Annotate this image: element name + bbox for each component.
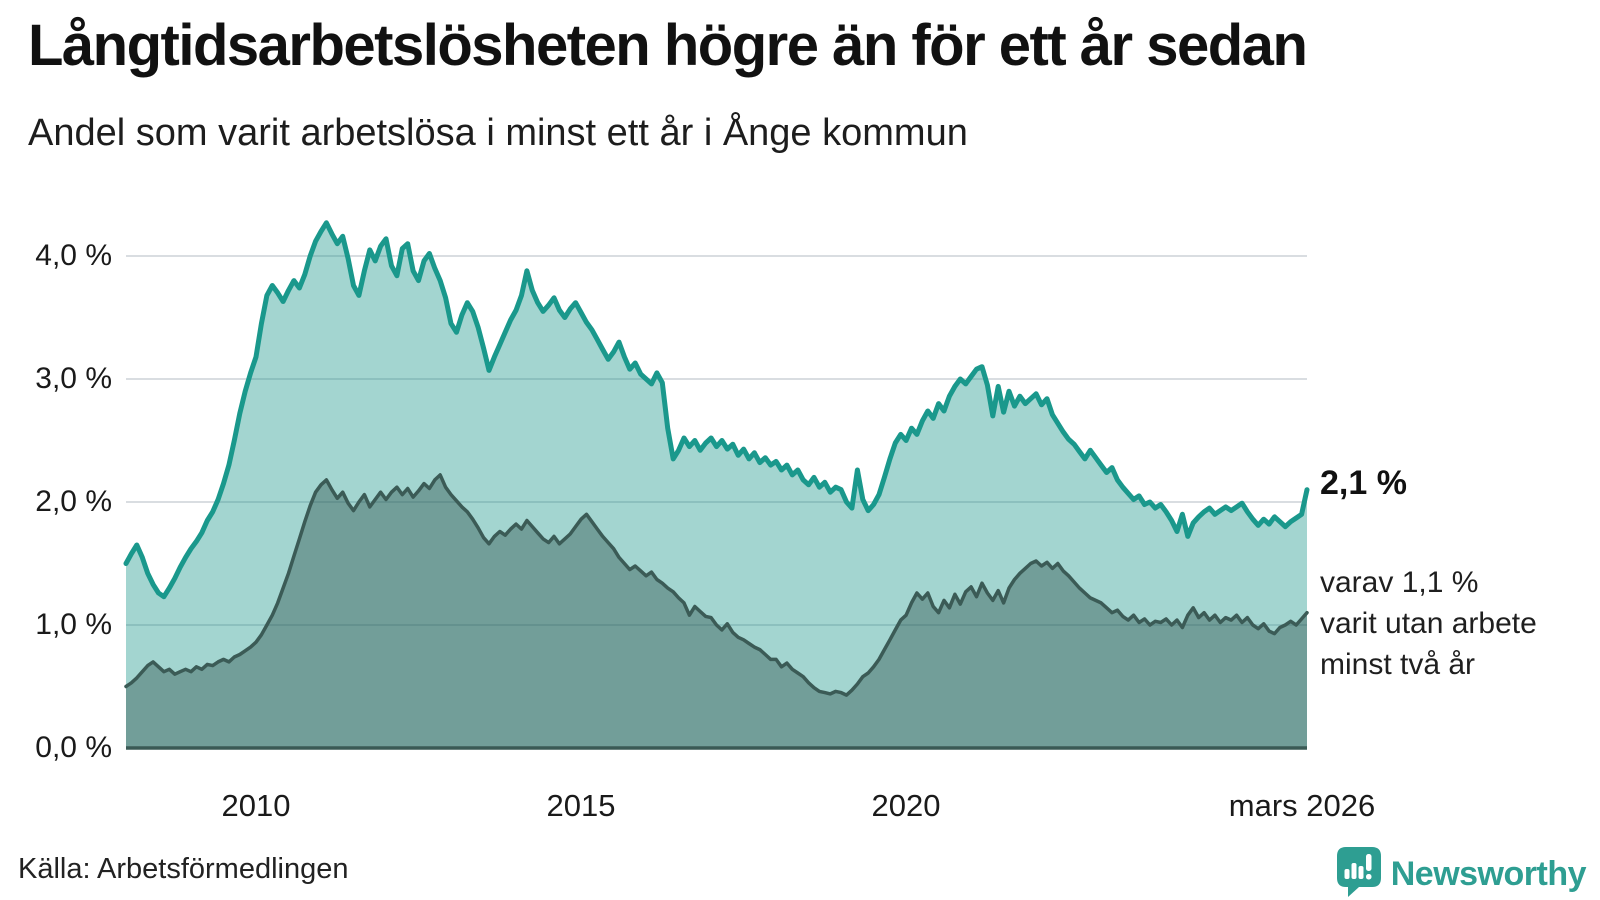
y-axis-label-3: 3,0 %: [35, 362, 112, 395]
page-subtitle: Andel som varit arbetslösa i minst ett å…: [28, 112, 968, 154]
y-axis-label-2: 2,0 %: [35, 485, 112, 518]
x-axis-label-mars-2026: mars 2026: [1228, 788, 1376, 823]
series2-annotation: varav 1,1 % varit utan arbete minst två …: [1320, 562, 1537, 685]
y-axis-label-0: 0,0 %: [35, 731, 112, 764]
series-end-value-label: 2,1 %: [1320, 464, 1407, 502]
y-axis-label-1: 1,0 %: [35, 608, 112, 641]
x-axis-label-2015: 2015: [546, 788, 616, 823]
newsworthy-speech-bubble-chart-icon: [1336, 846, 1382, 900]
x-axis-label-2020: 2020: [871, 788, 941, 823]
newsworthy-logo: Newsworthy: [1336, 846, 1587, 900]
series2-annotation-line2: varit utan arbete: [1320, 607, 1537, 640]
newsworthy-wordmark: Newsworthy: [1390, 855, 1587, 893]
series2-annotation-line1: varav 1,1 %: [1320, 566, 1479, 599]
source-credit: Källa: Arbetsförmedlingen: [18, 853, 349, 885]
page-title: Långtidsarbetslösheten högre än för ett …: [28, 13, 1308, 78]
series2-annotation-line3: minst två år: [1320, 648, 1476, 681]
x-axis-label-2010: 2010: [221, 788, 291, 823]
y-axis-label-4: 4,0 %: [35, 239, 112, 272]
